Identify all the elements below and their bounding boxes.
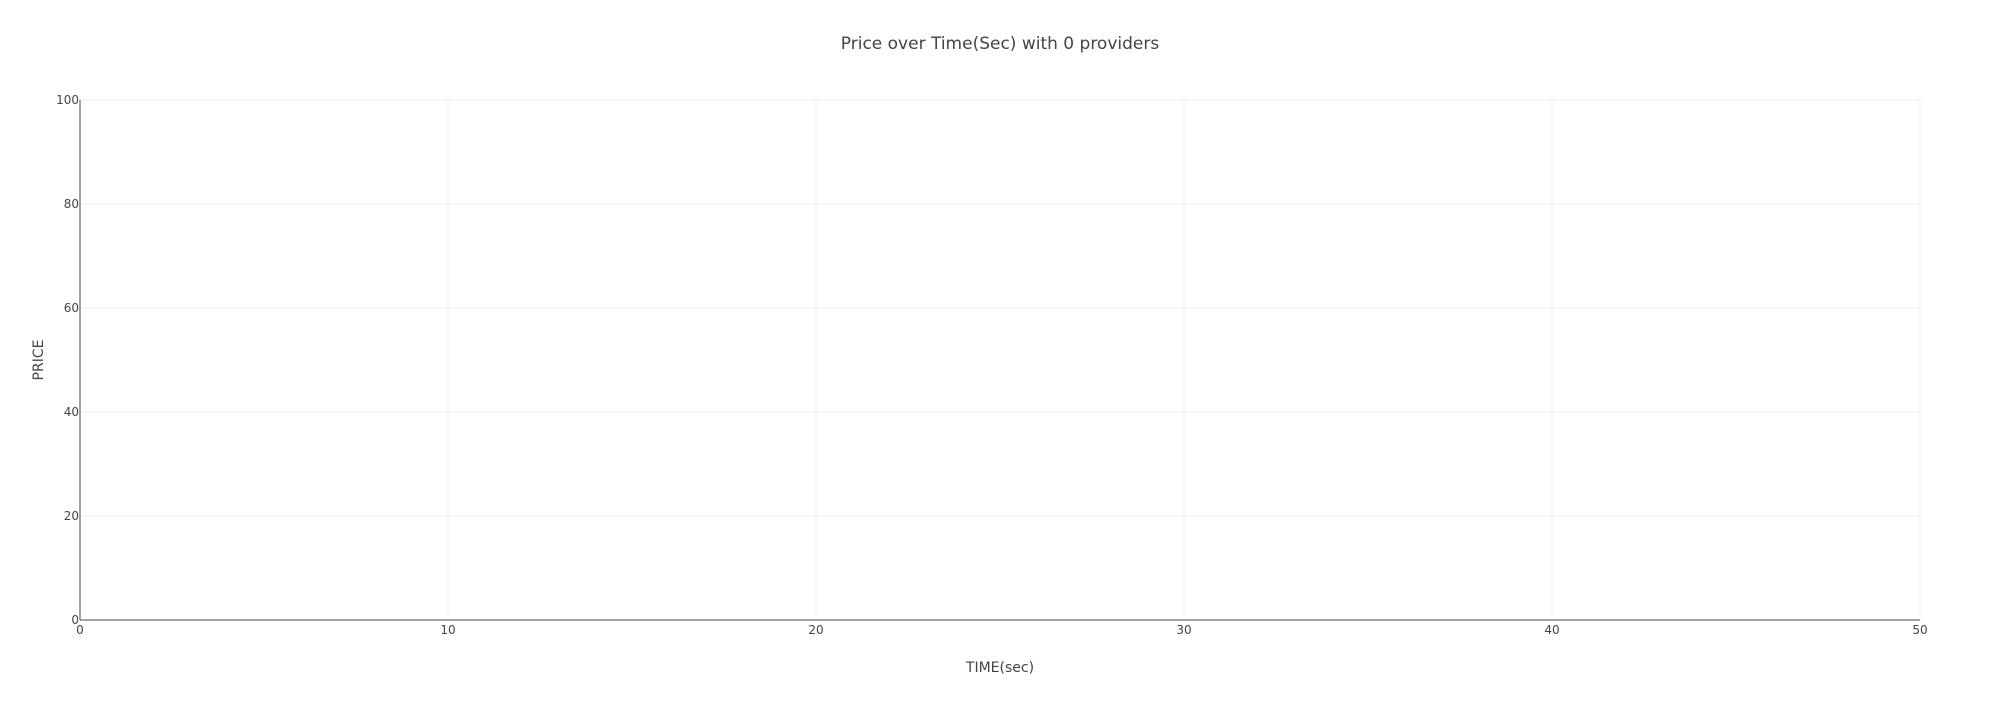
y-tick-label: 0 [71,613,79,627]
grid-lines [80,99,1921,620]
x-tick-label: 20 [808,623,823,637]
tick-labels: 0 10 20 30 40 50 0 20 40 60 80 100 [56,93,1928,637]
y-tick-label: 100 [56,93,79,107]
x-tick-label: 10 [440,623,455,637]
y-tick-label: 20 [64,509,79,523]
y-tick-label: 40 [64,405,79,419]
x-tick-label: 0 [76,623,84,637]
y-tick-label: 80 [64,197,79,211]
y-axis-title: PRICE [31,340,47,381]
x-tick-label: 40 [1544,623,1559,637]
x-tick-label: 50 [1912,623,1927,637]
axes [79,100,1920,621]
x-axis-title: TIME(sec) [965,660,1034,676]
y-tick-label: 60 [64,301,79,315]
chart-title: Price over Time(Sec) with 0 providers [841,34,1160,54]
x-tick-label: 30 [1176,623,1191,637]
